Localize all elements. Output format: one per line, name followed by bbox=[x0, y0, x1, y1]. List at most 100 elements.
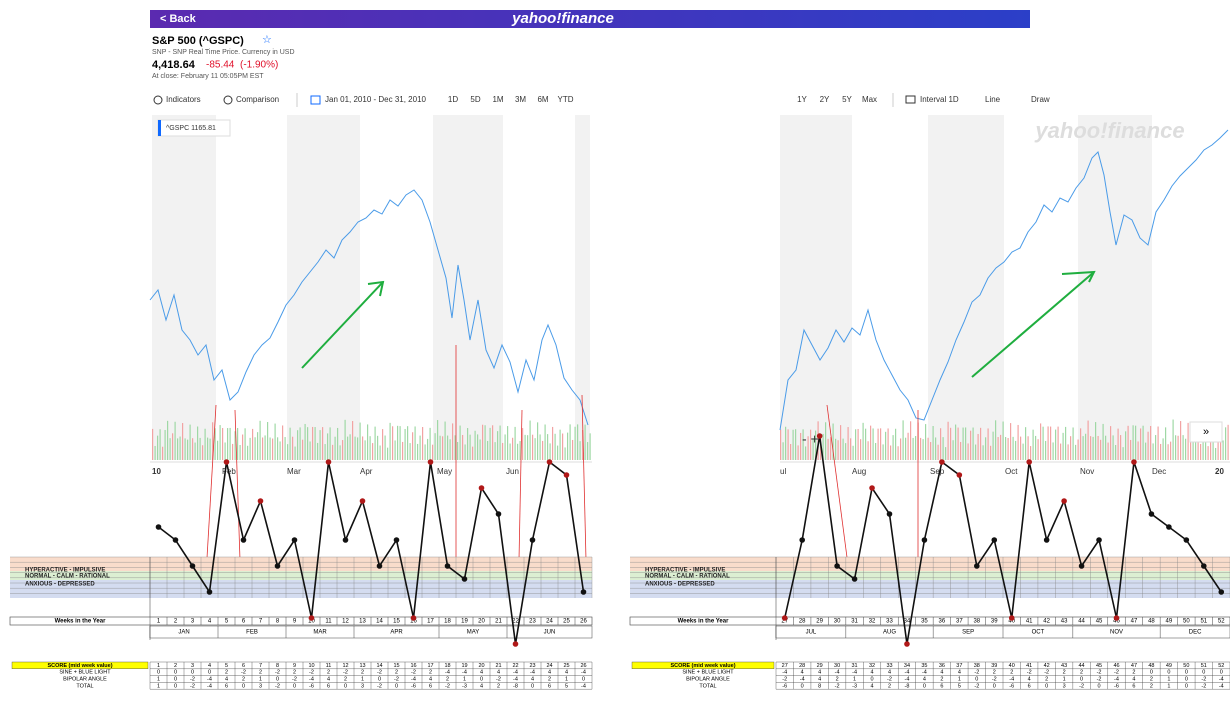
volume-bar bbox=[1005, 437, 1007, 460]
volume-bar bbox=[937, 444, 939, 460]
volume-bar bbox=[892, 435, 894, 460]
volume-bar bbox=[1025, 427, 1027, 460]
back-button[interactable]: < Back bbox=[160, 13, 197, 25]
table-week: 45 bbox=[1096, 663, 1102, 669]
volume-bar bbox=[557, 445, 559, 460]
interval-button[interactable]: Interval 1D bbox=[920, 95, 959, 104]
range-button[interactable]: 1Y bbox=[797, 95, 807, 104]
volume-bar bbox=[334, 436, 336, 460]
tooltip-accent bbox=[158, 120, 161, 136]
volume-bar bbox=[1140, 428, 1142, 460]
volume-bar bbox=[329, 427, 331, 460]
row-label: BIPOLAR ANGLE bbox=[686, 676, 730, 682]
volume-bar bbox=[920, 437, 922, 460]
table-value: 4 bbox=[1028, 676, 1031, 682]
volume-bar bbox=[1170, 441, 1172, 460]
volume-bar bbox=[1002, 421, 1004, 460]
table-week: 28 bbox=[799, 663, 805, 669]
table-week: 33 bbox=[886, 663, 892, 669]
volume-bar bbox=[454, 435, 456, 460]
range-button[interactable]: 1D bbox=[448, 95, 458, 104]
volume-bar bbox=[219, 425, 221, 460]
quote-title: S&P 500 (^GSPC) bbox=[152, 35, 244, 47]
range-button[interactable]: 6M bbox=[537, 95, 548, 104]
volume-bar bbox=[174, 421, 176, 460]
table-week: 3 bbox=[191, 663, 194, 669]
volume-bar bbox=[1102, 423, 1104, 460]
volume-bar bbox=[532, 434, 534, 460]
volume-bar bbox=[279, 441, 281, 460]
score-dot bbox=[444, 563, 451, 569]
volume-bar bbox=[259, 420, 261, 460]
range-button[interactable]: YTD bbox=[558, 95, 574, 104]
table-value: 0 bbox=[993, 683, 996, 689]
volume-bar bbox=[1177, 435, 1179, 460]
score-dot bbox=[1131, 459, 1137, 465]
score-dot bbox=[342, 537, 349, 543]
score-dot bbox=[851, 576, 858, 582]
table-header: SCORE (mid week value) bbox=[47, 663, 112, 669]
table-value: -4 bbox=[581, 670, 586, 676]
indicators-button[interactable]: Indicators bbox=[166, 95, 201, 104]
table-value: -4 bbox=[411, 676, 416, 682]
price: 4,418.64 bbox=[152, 59, 196, 71]
week-number: 27 bbox=[781, 619, 788, 625]
draw-button[interactable]: Draw bbox=[1031, 95, 1050, 104]
week-number: 24 bbox=[546, 619, 553, 625]
comparison-button[interactable]: Comparison bbox=[236, 95, 279, 104]
table-value: 4 bbox=[871, 670, 874, 676]
scroll-button[interactable] bbox=[1189, 421, 1223, 443]
volume-bar bbox=[232, 443, 234, 460]
volume-bar bbox=[494, 442, 496, 460]
score-dot bbox=[1218, 589, 1225, 595]
volume-bar bbox=[1047, 426, 1049, 460]
volume-bar bbox=[447, 435, 449, 460]
line-button[interactable]: Line bbox=[985, 95, 1001, 104]
date-range[interactable]: Jan 01, 2010 - Dec 31, 2010 bbox=[325, 95, 427, 104]
volume-bar bbox=[224, 442, 226, 460]
score-dot bbox=[939, 459, 945, 465]
volume-bar bbox=[982, 445, 984, 460]
zoom-button[interactable]: - + bbox=[802, 431, 819, 447]
table-value: -2 bbox=[292, 676, 297, 682]
volume-bar bbox=[327, 433, 329, 460]
volume-bar bbox=[499, 425, 501, 460]
volume-bar bbox=[182, 423, 184, 460]
range-button[interactable]: Max bbox=[862, 95, 877, 104]
volume-bar bbox=[324, 444, 326, 460]
volume-bar bbox=[339, 445, 341, 460]
week-number: 16 bbox=[410, 619, 417, 625]
table-week: 52 bbox=[1218, 663, 1224, 669]
volume-bar bbox=[382, 429, 384, 460]
star-icon[interactable]: ☆ bbox=[262, 34, 272, 46]
table-week: 9 bbox=[293, 663, 296, 669]
range-button[interactable]: 1M bbox=[492, 95, 503, 104]
score-dot bbox=[478, 485, 485, 491]
volume-bar bbox=[985, 437, 987, 460]
table-value: -2 bbox=[782, 676, 787, 682]
volume-bar bbox=[787, 429, 789, 460]
volume-bar bbox=[184, 438, 186, 460]
volume-bar bbox=[1027, 436, 1029, 460]
volume-bar bbox=[157, 435, 159, 460]
week-number: 7 bbox=[259, 619, 263, 625]
volume-bar bbox=[1185, 438, 1187, 460]
volume-bar bbox=[247, 445, 249, 460]
range-button[interactable]: 5D bbox=[470, 95, 480, 104]
volume-bar bbox=[1115, 444, 1117, 460]
volume-bar bbox=[407, 426, 409, 460]
table-value: 0 bbox=[174, 670, 177, 676]
volume-bar bbox=[209, 438, 211, 460]
score-dot bbox=[206, 589, 213, 595]
volume-bar bbox=[1202, 427, 1204, 460]
range-button[interactable]: 2Y bbox=[820, 95, 830, 104]
volume-bar bbox=[577, 424, 579, 460]
tooltip: ^GSPC 1165.81 bbox=[166, 125, 216, 132]
range-button[interactable]: 5Y bbox=[842, 95, 852, 104]
table-value: 1 bbox=[958, 676, 961, 682]
interval-icon bbox=[905, 95, 916, 104]
volume-bar bbox=[855, 429, 857, 460]
volume-bar bbox=[1110, 426, 1112, 460]
volume-bar bbox=[354, 436, 356, 460]
range-button[interactable]: 3M bbox=[515, 95, 526, 104]
